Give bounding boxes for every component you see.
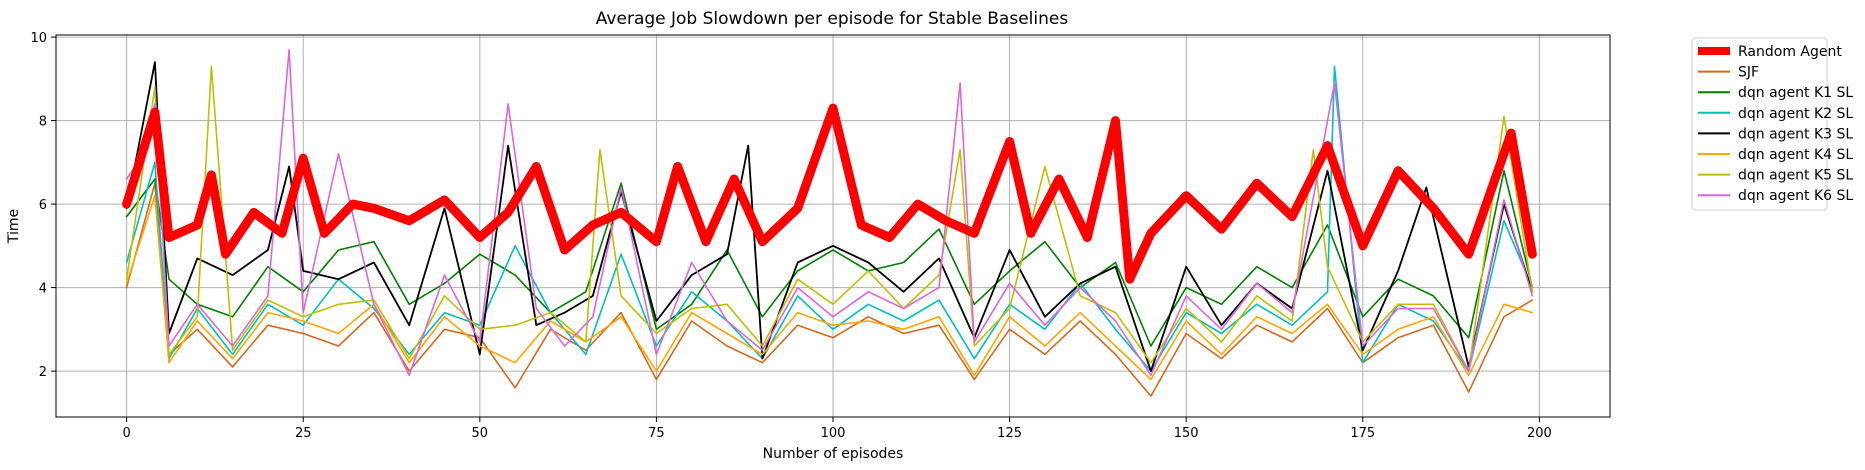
series-line-sjf	[125, 182, 1534, 397]
x-axis-ticks: 0 25 50 75 100 125 150 175 200	[122, 417, 1552, 441]
legend-label-sjf: SJF	[1738, 65, 1759, 81]
series-line-random-agent	[122, 103, 1537, 284]
legend-label-dqn-agent-k6-sl: dqn agent K6 SL	[1738, 188, 1853, 204]
legend: Random Agent SJF dqn agent K1 SL dqn agent …	[1691, 37, 1853, 211]
y-tick-label: 8	[39, 115, 47, 130]
chart-title: Average Job Slowdown per episode for Sta…	[596, 9, 1069, 29]
series-line-dqn-agent-k3-sl	[125, 61, 1534, 373]
legend-label-dqn-agent-k3-sl: dqn agent K3 SL	[1738, 126, 1853, 142]
y-axis-label: Time	[6, 209, 22, 244]
legend-label-dqn-agent-k4-sl: dqn agent K4 SL	[1738, 147, 1853, 163]
x-tick-label: 175	[1350, 426, 1375, 441]
y-tick-label: 10	[30, 31, 47, 46]
x-tick-label: 50	[472, 426, 489, 441]
y-axis-ticks: 2 4 6 8 10	[30, 31, 56, 380]
legend-label-dqn-agent-k1-sl: dqn agent K1 SL	[1738, 85, 1853, 101]
y-tick-label: 4	[39, 282, 47, 297]
y-tick-label: 2	[39, 365, 47, 380]
data-series	[122, 48, 1537, 397]
x-tick-label: 25	[295, 426, 312, 441]
legend-box	[1691, 37, 1828, 211]
x-tick-label: 200	[1527, 426, 1552, 441]
x-tick-label: 150	[1174, 426, 1199, 441]
series-line-dqn-agent-k4-sl	[125, 194, 1534, 381]
x-tick-label: 75	[648, 426, 665, 441]
x-axis-label: Number of episodes	[763, 446, 904, 462]
legend-label-dqn-agent-k5-sl: dqn agent K5 SL	[1738, 168, 1853, 184]
x-tick-label: 100	[821, 426, 846, 441]
x-tick-label: 0	[122, 426, 130, 441]
legend-label-dqn-agent-k2-sl: dqn agent K2 SL	[1738, 106, 1853, 122]
legend-label-random-agent: Random Agent	[1738, 44, 1842, 60]
y-tick-label: 6	[39, 198, 47, 213]
series-line-dqn-agent-k5-sl	[125, 65, 1534, 372]
x-tick-label: 125	[997, 426, 1022, 441]
